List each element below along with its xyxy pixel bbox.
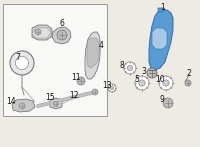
Text: 13: 13 xyxy=(102,81,112,90)
Text: 4: 4 xyxy=(99,41,103,50)
Circle shape xyxy=(163,80,169,86)
Circle shape xyxy=(185,80,191,86)
Polygon shape xyxy=(85,32,100,79)
Circle shape xyxy=(108,84,116,92)
Circle shape xyxy=(10,51,34,75)
Text: 11: 11 xyxy=(71,74,81,82)
Polygon shape xyxy=(32,25,52,40)
Polygon shape xyxy=(158,8,165,12)
Circle shape xyxy=(163,98,173,108)
Text: 14: 14 xyxy=(6,96,16,106)
Circle shape xyxy=(35,29,41,35)
Bar xyxy=(3,4,107,116)
Circle shape xyxy=(92,89,98,95)
Polygon shape xyxy=(12,99,35,112)
Circle shape xyxy=(77,77,85,85)
Text: 8: 8 xyxy=(120,61,124,70)
Circle shape xyxy=(135,76,149,90)
Polygon shape xyxy=(87,38,99,68)
Circle shape xyxy=(19,103,25,109)
Circle shape xyxy=(110,86,114,90)
Polygon shape xyxy=(50,98,62,109)
Circle shape xyxy=(124,62,136,74)
Text: 10: 10 xyxy=(155,76,165,85)
Circle shape xyxy=(15,56,29,70)
Text: 2: 2 xyxy=(187,69,191,77)
Circle shape xyxy=(159,76,173,90)
Text: 7: 7 xyxy=(16,52,20,61)
Text: 1: 1 xyxy=(161,2,165,11)
Polygon shape xyxy=(149,10,173,70)
Circle shape xyxy=(147,68,157,78)
Circle shape xyxy=(57,30,67,40)
Circle shape xyxy=(54,101,58,106)
Text: 15: 15 xyxy=(45,93,55,102)
Text: 12: 12 xyxy=(69,91,79,101)
Text: 6: 6 xyxy=(60,20,64,29)
Circle shape xyxy=(139,80,145,86)
Polygon shape xyxy=(52,27,71,44)
Polygon shape xyxy=(32,28,51,38)
Circle shape xyxy=(127,65,133,71)
Text: 5: 5 xyxy=(135,76,139,85)
Polygon shape xyxy=(152,28,167,49)
Text: 3: 3 xyxy=(142,66,146,76)
Text: 9: 9 xyxy=(160,96,164,105)
